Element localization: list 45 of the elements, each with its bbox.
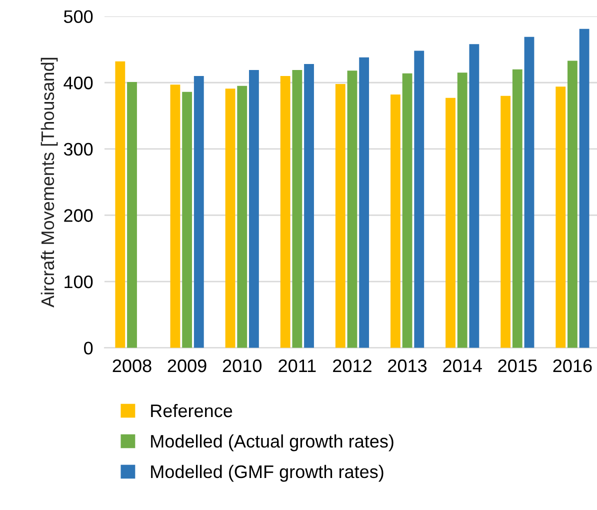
bar [115, 61, 126, 348]
y-tick-label: 400 [64, 76, 93, 90]
bar [568, 60, 578, 348]
bar [304, 64, 314, 348]
x-tick-label: 2013 [388, 359, 427, 372]
bar [579, 28, 590, 348]
x-tick-label: 2010 [222, 359, 262, 372]
x-tick-label: 2014 [443, 359, 482, 372]
bar [194, 76, 204, 348]
bar [446, 98, 456, 348]
bar [225, 88, 236, 348]
bar [249, 70, 259, 348]
bar [347, 70, 358, 348]
bar [524, 36, 534, 348]
legend-label: Reference [151, 404, 232, 418]
bar [237, 86, 248, 348]
y-tick-label: 0 [84, 342, 93, 355]
y-tick-label: 200 [64, 209, 93, 222]
bar [390, 94, 400, 348]
y-tick-label: 300 [64, 142, 93, 156]
bar [182, 92, 192, 348]
bar [359, 57, 370, 348]
y-axis-title: Aircraft Movements [Thousand] [40, 58, 58, 308]
bar [292, 70, 302, 348]
x-tick-label: 2008 [112, 359, 152, 372]
y-tick-label: 100 [64, 275, 93, 288]
bar [335, 84, 346, 348]
bar [556, 86, 566, 348]
bar [127, 82, 137, 348]
bar [457, 72, 468, 348]
bar [280, 76, 290, 348]
bar [469, 44, 480, 348]
bar [170, 84, 180, 348]
legend-label: Modelled (Actual growth rates) [151, 434, 394, 452]
x-tick-label: 2009 [168, 359, 206, 372]
x-tick-label: 2016 [553, 359, 592, 372]
bar [414, 50, 424, 348]
x-tick-label: 2015 [498, 359, 537, 372]
bar [512, 69, 522, 348]
bar [402, 73, 412, 348]
y-tick-label: 500 [64, 10, 93, 24]
bar [500, 96, 511, 348]
legend-label: Modelled (GMF growth rates) [151, 464, 384, 482]
x-tick-label: 2011 [278, 359, 316, 372]
x-tick-label: 2012 [333, 359, 372, 372]
